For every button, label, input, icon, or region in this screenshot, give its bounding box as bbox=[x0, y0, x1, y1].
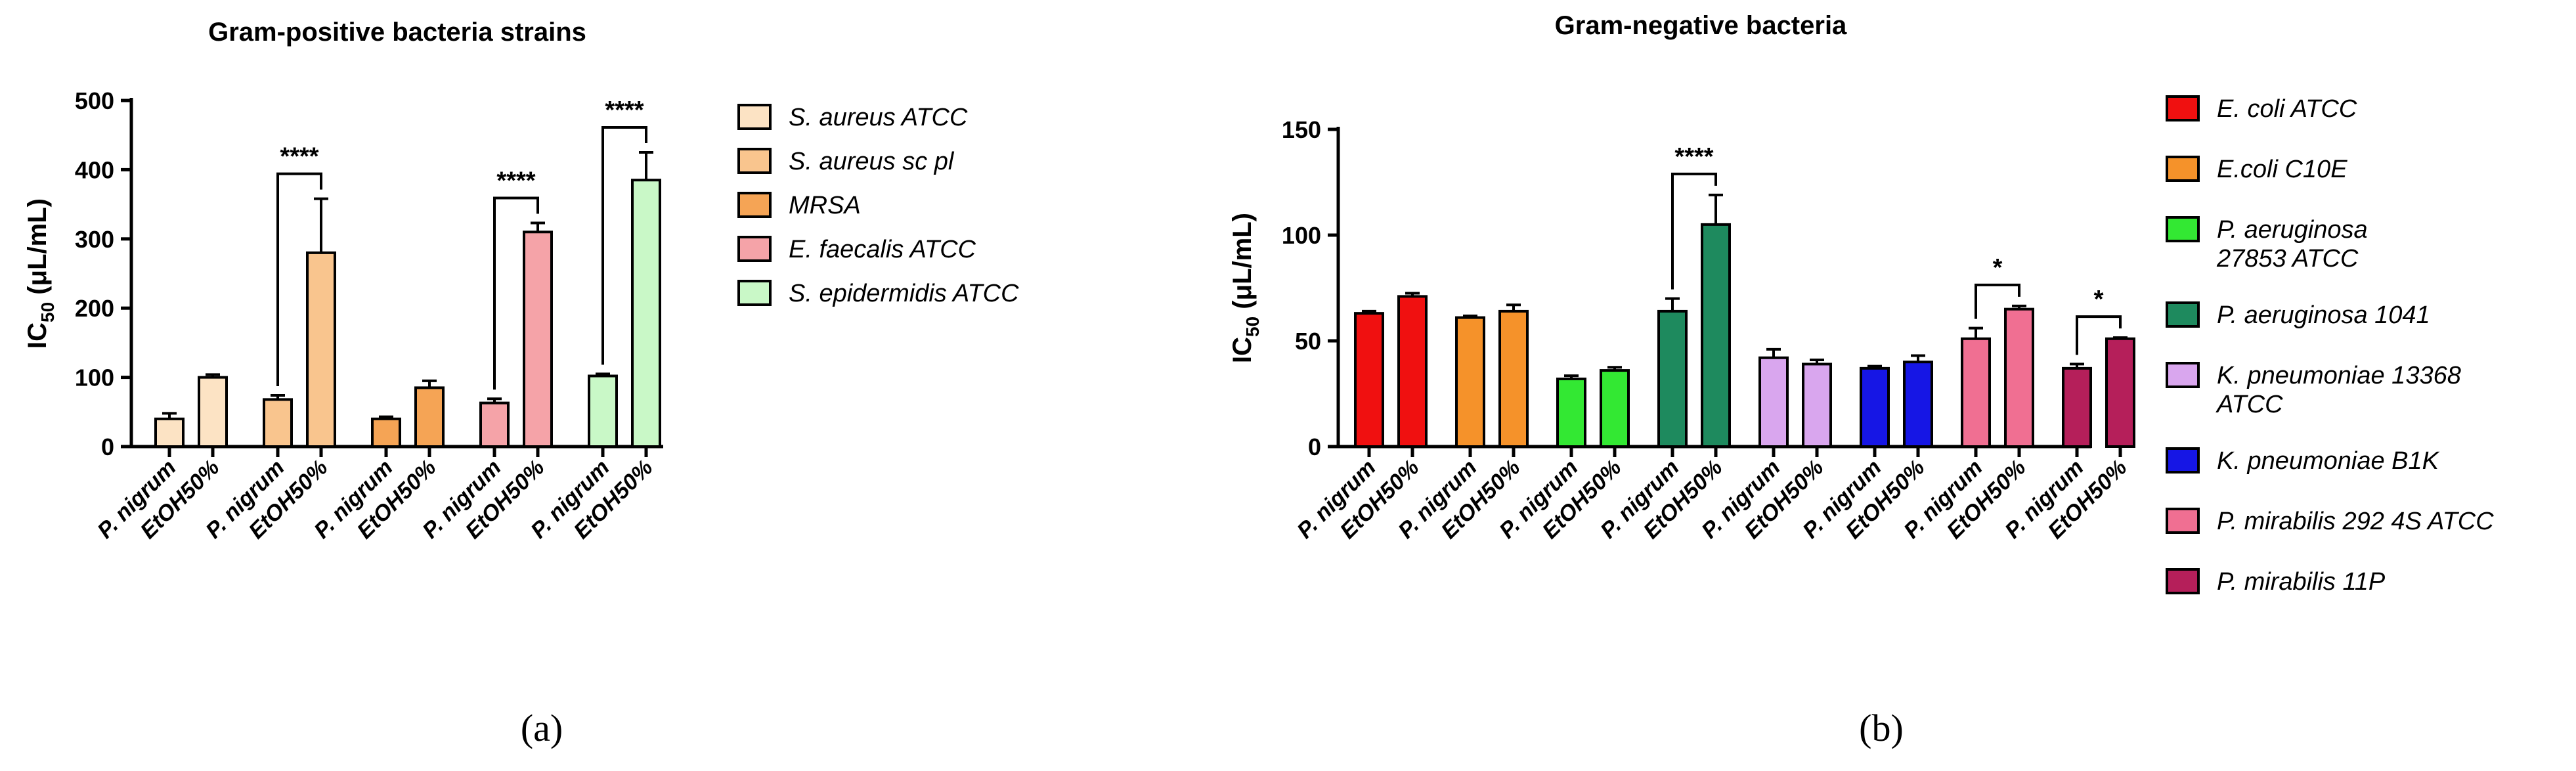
legend-label-line: K. pneumoniae 13368 bbox=[2217, 362, 2461, 389]
significance-bracket bbox=[601, 126, 647, 365]
legend-swatch bbox=[737, 192, 772, 218]
legend-swatch bbox=[2166, 216, 2200, 242]
legend-label-line: ATCC bbox=[2216, 391, 2283, 418]
significance-bracket bbox=[493, 196, 539, 390]
y-axis-label-sub: 50 bbox=[1242, 317, 1263, 337]
bar bbox=[1758, 356, 1789, 449]
chart-title: Gram-negative bacteria bbox=[1555, 11, 1847, 40]
legend-swatch bbox=[737, 236, 772, 262]
legend-swatch bbox=[2166, 362, 2200, 388]
y-tick-label: 150 bbox=[1282, 116, 1321, 143]
legend-swatch bbox=[2166, 156, 2200, 182]
y-axis-label-main: IC bbox=[1228, 337, 1257, 363]
legend-label: P. mirabilis 11P bbox=[2217, 568, 2386, 596]
y-tick-label: 50 bbox=[1295, 328, 1321, 355]
significance-label: **** bbox=[605, 97, 644, 124]
bar bbox=[479, 401, 510, 449]
bar bbox=[1701, 223, 1731, 448]
bar bbox=[1802, 363, 1832, 448]
legend-label: K. pneumoniae B1K bbox=[2217, 447, 2440, 475]
significance-bracket bbox=[276, 172, 322, 387]
bar bbox=[1903, 361, 1933, 449]
bar bbox=[2062, 366, 2092, 448]
legend-swatch bbox=[737, 280, 772, 306]
y-axis-label: IC50 (μL/mL) bbox=[1228, 213, 1263, 363]
bar bbox=[1556, 377, 1586, 449]
panel-label: (b) bbox=[1859, 707, 1904, 749]
legend-swatch bbox=[2166, 447, 2200, 474]
significance-label: **** bbox=[496, 167, 535, 195]
bar bbox=[306, 251, 336, 448]
legend-label: P. mirabilis 292 4S ATCC bbox=[2217, 508, 2494, 535]
significance-label: **** bbox=[1674, 143, 1713, 171]
y-tick-label: 0 bbox=[1308, 433, 1321, 460]
bar bbox=[1397, 295, 1428, 448]
bar bbox=[631, 179, 661, 448]
y-axis-label: IC50 (μL/mL) bbox=[23, 198, 58, 349]
y-tick-label: 500 bbox=[75, 87, 114, 114]
bar bbox=[1455, 316, 1485, 448]
legend-label: P. aeruginosa 27853 ATCC bbox=[2216, 216, 2368, 273]
significance-label: **** bbox=[280, 143, 318, 171]
bar bbox=[414, 386, 445, 448]
bar bbox=[263, 398, 293, 448]
y-tick-label: 100 bbox=[1282, 222, 1321, 249]
bar bbox=[198, 376, 228, 448]
bar bbox=[588, 374, 618, 449]
y-tick-label: 200 bbox=[75, 295, 114, 322]
bar bbox=[154, 417, 185, 449]
legend-swatch bbox=[2166, 301, 2200, 328]
bar bbox=[1600, 369, 1630, 449]
legend-swatch bbox=[2166, 568, 2200, 594]
legend-swatch bbox=[2166, 508, 2200, 534]
y-tick-label: 400 bbox=[75, 156, 114, 183]
bar bbox=[1657, 309, 1688, 449]
legend-label: P. aeruginosa 1041 bbox=[2217, 301, 2430, 329]
legend-swatch bbox=[737, 104, 772, 130]
legend-label: E.coli C10E bbox=[2217, 156, 2347, 183]
legend-label: S. aureus sc pl bbox=[789, 148, 955, 175]
significance-label: * bbox=[2094, 286, 2104, 313]
legend-swatch bbox=[737, 148, 772, 174]
y-axis-label-sub: 50 bbox=[37, 302, 58, 322]
significance-bracket bbox=[1671, 172, 1717, 290]
legend-label-line: P. aeruginosa bbox=[2217, 216, 2368, 244]
bar bbox=[1354, 312, 1384, 449]
legend-label: S. aureus ATCC bbox=[789, 104, 968, 131]
bar bbox=[2105, 337, 2135, 449]
legend-label-line: 27853 ATCC bbox=[2216, 245, 2359, 273]
legend-swatch bbox=[2166, 95, 2200, 121]
bar bbox=[2004, 307, 2034, 449]
bar bbox=[1498, 309, 1529, 449]
y-axis-label-unit: (μL/mL) bbox=[1228, 213, 1257, 317]
legend-label: E. coli ATCC bbox=[2217, 95, 2357, 123]
chart-panel-a: Gram-positive bacteria strains IC50 (μL/m… bbox=[23, 18, 1019, 749]
legend-label: MRSA bbox=[789, 192, 861, 219]
y-tick-label: 100 bbox=[75, 364, 114, 391]
legend-label: S. epidermidis ATCC bbox=[789, 280, 1019, 307]
legend-label: E. faecalis ATCC bbox=[789, 236, 976, 263]
bar bbox=[1961, 337, 1991, 449]
y-tick-label: 300 bbox=[75, 226, 114, 253]
significance-label: * bbox=[1993, 254, 2003, 282]
legend-label: K. pneumoniae 13368 ATCC bbox=[2216, 362, 2461, 418]
bar bbox=[1860, 366, 1890, 448]
significance-bracket bbox=[1975, 283, 2020, 319]
y-axis-label-main: IC bbox=[23, 322, 52, 349]
bar bbox=[523, 231, 553, 448]
panel-label: (a) bbox=[521, 707, 563, 749]
bar bbox=[371, 417, 401, 449]
significance-bracket bbox=[2076, 315, 2122, 355]
y-tick-label: 0 bbox=[101, 433, 114, 460]
y-axis-label-unit: (μL/mL) bbox=[23, 198, 52, 302]
chart-title: Gram-positive bacteria strains bbox=[208, 18, 586, 47]
